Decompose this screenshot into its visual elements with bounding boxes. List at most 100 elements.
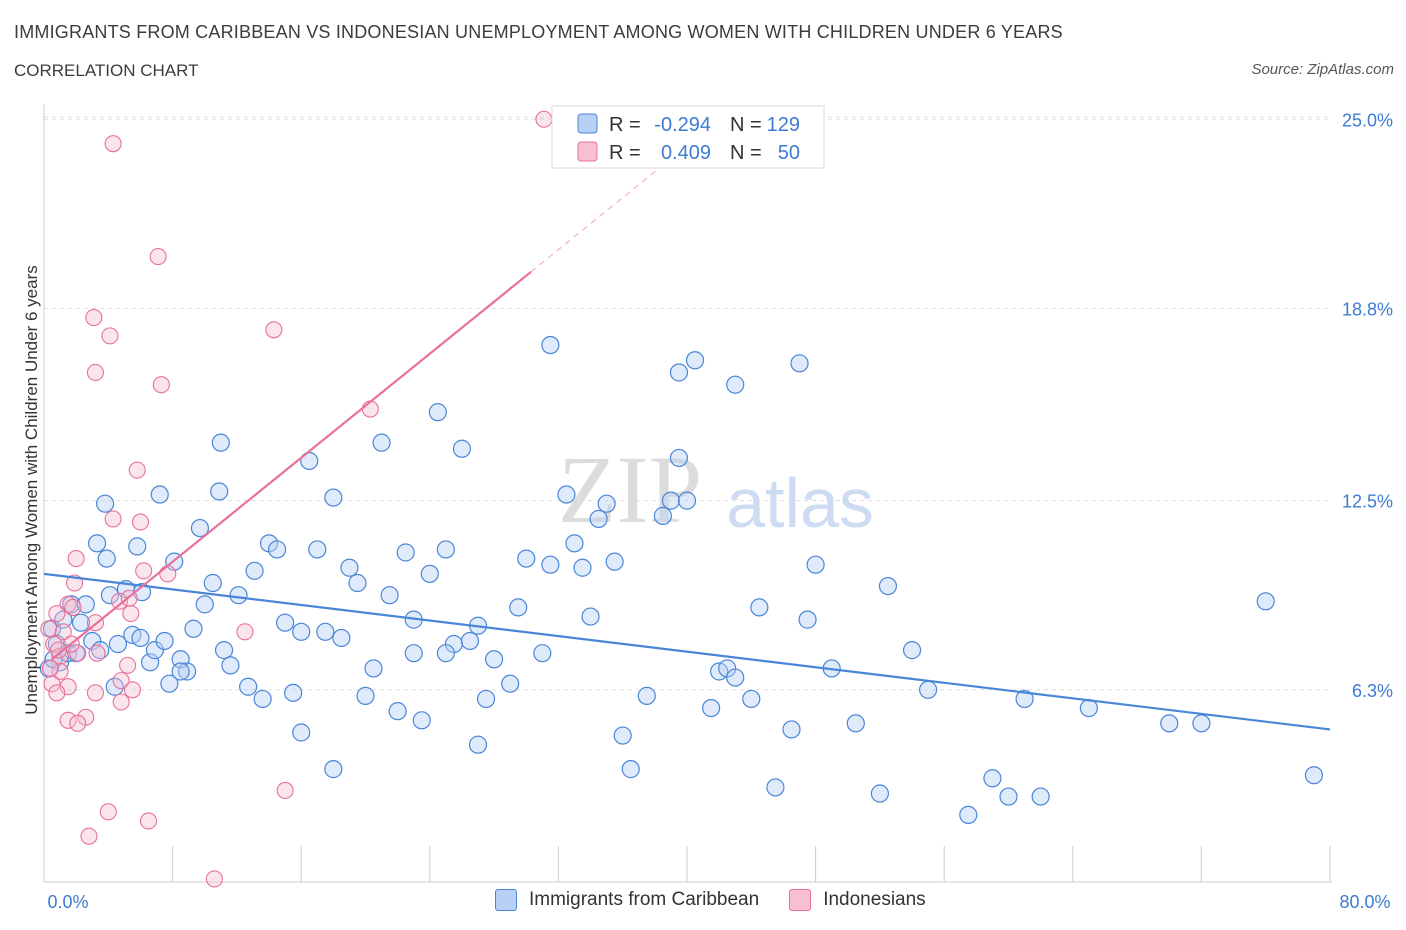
caribbean-point [742, 689, 761, 709]
caribbean-point [653, 506, 672, 525]
caribbean-point [1192, 714, 1211, 733]
caribbean-point [128, 537, 147, 556]
indonesian-point [67, 550, 85, 568]
stats-n-value-1: 129 [767, 114, 800, 136]
caribbean-point [541, 555, 560, 574]
caribbean-point [726, 375, 745, 394]
stats-r-value-2: 0.409 [661, 142, 711, 164]
axes [43, 104, 1332, 883]
indonesian-point [69, 644, 87, 662]
caribbean-point [76, 595, 95, 614]
caribbean-point [348, 573, 367, 593]
caribbean-point [177, 662, 197, 681]
caribbean-point [155, 631, 174, 651]
caribbean-point [292, 622, 311, 641]
caribbean-point [485, 650, 504, 669]
stats-n-label-1: N = [730, 114, 762, 136]
chart-title: IMMIGRANTS FROM CARIBBEAN VS INDONESIAN … [14, 22, 1063, 42]
caribbean-point [436, 644, 455, 663]
y-axis-label: Unemployment Among Women with Children U… [22, 265, 41, 714]
caribbean-point [229, 586, 248, 605]
caribbean-point [878, 576, 898, 596]
caribbean-point [959, 805, 978, 824]
caribbean-point [460, 631, 480, 651]
indonesian-point [123, 681, 141, 699]
caribbean-point [145, 641, 165, 660]
caribbean-point [452, 439, 472, 458]
caribbean-point [509, 598, 528, 617]
caribbean-point [1031, 787, 1050, 806]
stats-r-value-1: -0.294 [654, 114, 711, 136]
indonesian-point [265, 321, 283, 339]
caribbean-point [239, 677, 258, 696]
caribbean-point [184, 619, 203, 638]
stats-box: R = -0.294 N = 129 R = 0.409 N = 50 [551, 105, 825, 169]
caribbean-point [436, 540, 455, 559]
caribbean-point [766, 778, 785, 797]
tick-labels: 6.3% 12.5% 18.8% 25.0% 0.0% 80.0% [47, 110, 1393, 912]
indonesian-point [112, 672, 130, 690]
caribbean-point [902, 641, 922, 660]
caribbean-point [150, 485, 169, 504]
indonesian-point [54, 623, 72, 641]
stats-r-label-2: R = [609, 142, 641, 164]
series-indonesian-points [40, 110, 553, 888]
indonesian-point [86, 363, 104, 382]
caribbean-point [428, 403, 447, 422]
indonesian-point [59, 711, 77, 729]
caribbean-point [87, 534, 107, 553]
caribbean-point [1304, 766, 1324, 785]
caribbean-point [685, 351, 705, 370]
indonesian-point [48, 604, 66, 623]
caribbean-point [613, 726, 632, 745]
indonesian-point [51, 647, 69, 665]
caribbean-point [726, 668, 745, 687]
caribbean-point [597, 494, 616, 513]
caribbean-point [750, 598, 769, 617]
y-tick-label: 18.8% [1342, 299, 1393, 319]
caribbean-point [71, 613, 91, 632]
caribbean-point [340, 558, 359, 577]
caribbean-point [372, 433, 391, 452]
caribbean-point [661, 491, 681, 510]
stats-swatch-pink [577, 141, 598, 162]
caribbean-point [806, 555, 825, 574]
indonesian-point [104, 510, 122, 528]
y-tick-label: 25.0% [1342, 110, 1393, 130]
caribbean-point [245, 561, 264, 580]
y-tick-label: 12.5% [1342, 492, 1393, 512]
indonesian-point [131, 513, 149, 531]
watermark: ZIP atlas [558, 436, 874, 543]
stats-r-label-1: R = [609, 114, 641, 136]
caribbean-point [533, 644, 552, 663]
caribbean-point [581, 607, 600, 626]
caribbean-point [316, 622, 335, 641]
caribbean-point [100, 586, 120, 605]
caribbean-point [476, 689, 496, 709]
caribbean-point [253, 689, 272, 709]
caribbean-point [95, 494, 115, 513]
caribbean-point [332, 628, 351, 648]
indonesian-point [40, 620, 58, 638]
caribbean-point [284, 683, 303, 702]
caribbean-point [221, 656, 240, 675]
caribbean-point [396, 543, 415, 562]
caribbean-point [105, 677, 124, 696]
indonesian-point [139, 812, 158, 830]
indonesian-point [112, 693, 130, 711]
caribbean-point [324, 488, 343, 507]
legend-label-indonesians: Indonesians [823, 889, 926, 910]
indonesian-point [535, 110, 553, 128]
caribbean-point [501, 674, 520, 693]
caribbean-point [292, 723, 311, 742]
chart-legend: Immigrants from Caribbean Indonesians [495, 889, 956, 911]
caribbean-point [669, 448, 689, 468]
legend-item-indonesians: Indonesians [789, 889, 926, 911]
indonesian-point [119, 656, 137, 674]
indonesian-point [104, 135, 122, 153]
y-tick-label: 6.3% [1352, 681, 1393, 701]
caribbean-point [276, 613, 295, 632]
caribbean-point [1160, 714, 1179, 733]
caribbean-point [108, 634, 128, 654]
